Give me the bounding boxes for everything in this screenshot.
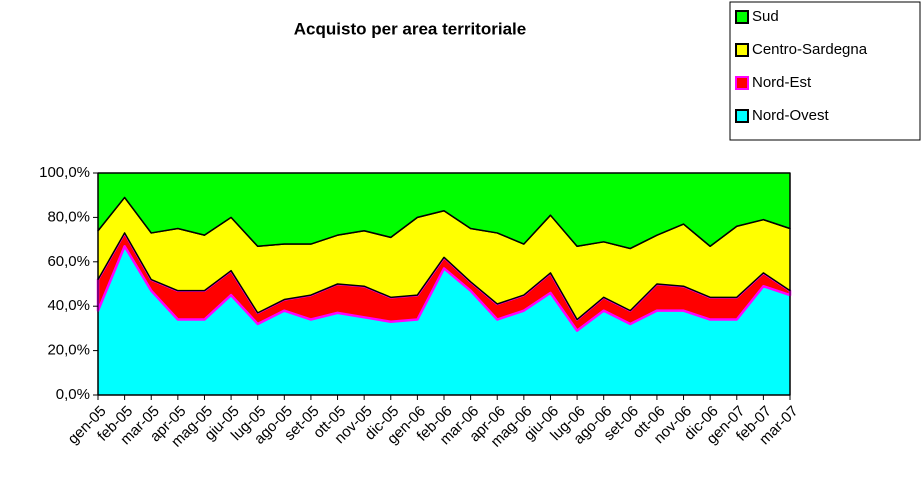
legend-box <box>729 1 921 141</box>
legend-label: Centro-Sardegna <box>752 41 868 58</box>
y-tick-label: 80,0% <box>47 208 90 225</box>
plot-frame <box>98 172 791 395</box>
y-tick-label: 40,0% <box>47 297 90 314</box>
legend-swatch <box>735 43 749 57</box>
y-tick-label: 20,0% <box>47 342 90 359</box>
y-tick-label: 100,0% <box>39 164 90 181</box>
chart-title: Acquisto per area territoriale <box>294 19 526 38</box>
legend-swatch <box>735 10 749 24</box>
legend-label: Nord-Ovest <box>752 107 830 124</box>
legend-label: Nord-Est <box>752 74 812 91</box>
y-tick-label: 60,0% <box>47 253 90 270</box>
legend-swatch <box>735 109 749 123</box>
y-tick-label: 0,0% <box>56 386 90 403</box>
legend-swatch <box>735 76 749 90</box>
legend-label: Sud <box>752 8 779 25</box>
